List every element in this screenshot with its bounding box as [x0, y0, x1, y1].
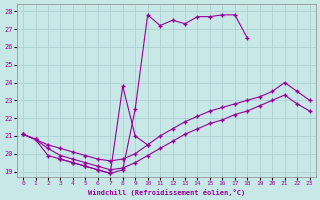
X-axis label: Windchill (Refroidissement éolien,°C): Windchill (Refroidissement éolien,°C): [88, 189, 245, 196]
